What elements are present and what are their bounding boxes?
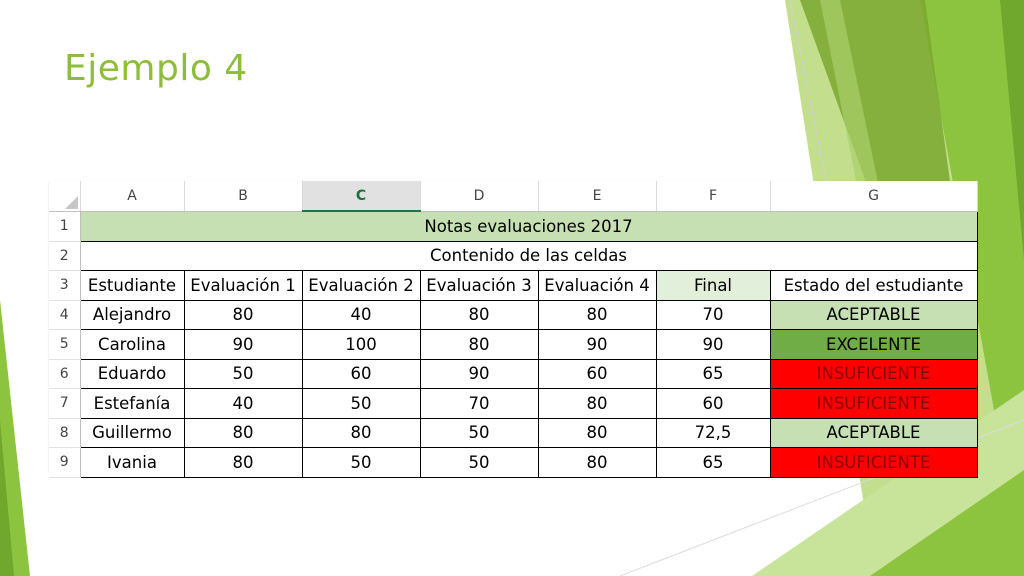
score-cell[interactable]: 100 xyxy=(301,329,421,360)
score-cell[interactable]: 50 xyxy=(301,447,421,478)
column-header-f[interactable]: F xyxy=(656,181,771,212)
column-header-a[interactable]: A xyxy=(80,181,185,212)
column-header-b[interactable]: B xyxy=(184,181,303,212)
score-cell[interactable]: 50 xyxy=(301,388,421,419)
score-cell[interactable]: 50 xyxy=(183,358,303,389)
score-cell[interactable]: 40 xyxy=(301,299,421,330)
score-cell[interactable]: 90 xyxy=(419,358,539,389)
final-score-cell[interactable]: 60 xyxy=(655,388,771,419)
select-all-triangle-icon xyxy=(64,195,78,209)
status-cell[interactable]: ACEPTABLE xyxy=(769,299,978,330)
column-header-c[interactable]: C xyxy=(302,181,421,212)
table-row: 8 Guillermo 80 80 50 80 72,5 ACEPTABLE xyxy=(49,417,978,448)
row-number[interactable]: 5 xyxy=(49,329,81,360)
score-cell[interactable]: 80 xyxy=(537,388,657,419)
score-cell[interactable]: 80 xyxy=(183,447,303,478)
score-cell[interactable]: 60 xyxy=(301,358,421,389)
slide-title: Ejemplo 4 xyxy=(64,48,248,89)
score-cell[interactable]: 80 xyxy=(183,417,303,448)
status-cell[interactable]: EXCELENTE xyxy=(769,329,978,360)
student-name-cell[interactable]: Estefanía xyxy=(79,388,185,419)
row-number[interactable]: 4 xyxy=(49,300,81,330)
student-name-cell[interactable]: Ivania xyxy=(79,447,185,478)
score-cell[interactable]: 80 xyxy=(419,329,539,360)
table-row: 4 Alejandro 80 40 80 80 70 ACEPTABLE xyxy=(49,299,978,330)
table-row: 5 Carolina 90 100 80 90 90 EXCELENTE xyxy=(49,329,978,360)
table-row: 7 Estefanía 40 50 70 80 60 INSUFICIENTE xyxy=(49,388,978,419)
score-cell[interactable]: 60 xyxy=(537,358,657,389)
student-name-cell[interactable]: Carolina xyxy=(79,329,185,360)
header-cell-evaluacion-3[interactable]: Evaluación 3 xyxy=(419,270,539,301)
right-edge-stripe xyxy=(1000,0,1024,260)
score-cell[interactable]: 80 xyxy=(537,447,657,478)
header-cell-evaluacion-4[interactable]: Evaluación 4 xyxy=(537,270,657,301)
score-cell[interactable]: 80 xyxy=(301,417,421,448)
header-cell-evaluacion-1[interactable]: Evaluación 1 xyxy=(183,270,303,301)
header-cell-estudiante[interactable]: Estudiante xyxy=(79,270,185,301)
select-all-corner[interactable] xyxy=(49,181,81,212)
final-score-cell[interactable]: 65 xyxy=(655,358,771,389)
status-cell[interactable]: ACEPTABLE xyxy=(769,417,978,448)
row-number[interactable]: 2 xyxy=(49,241,81,271)
score-cell[interactable]: 80 xyxy=(183,299,303,330)
column-header-g[interactable]: G xyxy=(770,181,978,212)
final-score-cell[interactable]: 65 xyxy=(655,447,771,478)
row-number[interactable]: 8 xyxy=(49,418,81,448)
table-banner-cell[interactable]: Notas evaluaciones 2017 xyxy=(79,210,978,242)
left-dark-triangle xyxy=(0,420,14,576)
row-number[interactable]: 9 xyxy=(49,447,81,478)
status-cell[interactable]: INSUFICIENTE xyxy=(769,358,978,389)
score-cell[interactable]: 40 xyxy=(183,388,303,419)
spreadsheet-screenshot: A B C D E F G 1 Notas evaluaciones 2017 … xyxy=(49,181,978,478)
bottom-right-green-triangle xyxy=(870,470,1024,576)
score-cell[interactable]: 70 xyxy=(419,388,539,419)
score-cell[interactable]: 80 xyxy=(419,299,539,330)
column-header-e[interactable]: E xyxy=(538,181,657,212)
status-cell[interactable]: INSUFICIENTE xyxy=(769,388,978,419)
header-cell-final[interactable]: Final xyxy=(655,270,771,301)
student-name-cell[interactable]: Guillermo xyxy=(79,417,185,448)
student-name-cell[interactable]: Eduardo xyxy=(79,358,185,389)
sheet-row-1: 1 Notas evaluaciones 2017 xyxy=(49,210,978,242)
header-cell-estado[interactable]: Estado del estudiante xyxy=(769,270,978,301)
header-cell-evaluacion-2[interactable]: Evaluación 2 xyxy=(301,270,421,301)
student-name-cell[interactable]: Alejandro xyxy=(79,299,185,330)
score-cell[interactable]: 90 xyxy=(537,329,657,360)
table-row: 9 Ivania 80 50 50 80 65 INSUFICIENTE xyxy=(49,447,978,478)
row-number[interactable]: 7 xyxy=(49,388,81,419)
row-number[interactable]: 3 xyxy=(49,270,81,301)
sheet-row-2: 2 Contenido de las celdas xyxy=(49,240,978,271)
final-score-cell[interactable]: 70 xyxy=(655,299,771,330)
column-header-d[interactable]: D xyxy=(420,181,539,212)
row-number[interactable]: 6 xyxy=(49,359,81,389)
row-number[interactable]: 1 xyxy=(49,211,81,242)
sheet-row-3: 3 Estudiante Evaluación 1 Evaluación 2 E… xyxy=(49,270,978,301)
final-score-cell[interactable]: 72,5 xyxy=(655,417,771,448)
table-row: 6 Eduardo 50 60 90 60 65 INSUFICIENTE xyxy=(49,358,978,389)
final-score-cell[interactable]: 90 xyxy=(655,329,771,360)
score-cell[interactable]: 80 xyxy=(537,299,657,330)
status-cell[interactable]: INSUFICIENTE xyxy=(769,447,978,478)
table-subtitle-cell[interactable]: Contenido de las celdas xyxy=(79,240,978,271)
score-cell[interactable]: 80 xyxy=(537,417,657,448)
column-header-row: A B C D E F G xyxy=(49,181,978,212)
score-cell[interactable]: 50 xyxy=(419,447,539,478)
score-cell[interactable]: 50 xyxy=(419,417,539,448)
grades-table: A B C D E F G 1 Notas evaluaciones 2017 … xyxy=(49,181,978,478)
score-cell[interactable]: 90 xyxy=(183,329,303,360)
